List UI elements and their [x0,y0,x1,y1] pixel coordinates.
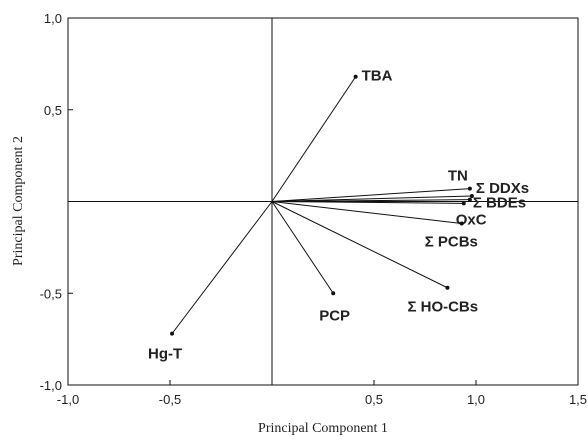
x-tick-label: -0,5 [159,392,181,407]
loading-point-tn [467,186,472,191]
y-axis-title: Principal Component 2 [11,136,26,266]
y-tick-label: -0,5 [40,286,62,301]
vector-label-tba: TBA [362,68,393,85]
loading-vector-ddxs [271,195,472,202]
vector-label-ho-cbs: Σ HO-CBs [407,299,478,316]
loading-point-pcbs [459,221,464,226]
vector-label-hg-t: Hg-T [148,346,182,363]
vector-label-pcp: PCP [319,307,350,324]
vector-label-bdes: Σ BDEs [473,195,526,212]
loading-point-oxc [461,201,466,206]
tick-layer: -1,0 -0,5 0,5 1,0 1,5 1,0 0,5 -0,5 -1,0 [40,11,587,407]
y-tick-label: 1,0 [44,11,62,26]
loading-vector-pcp [271,201,334,294]
loading-vector-bdes [271,199,470,202]
loading-point-ddxs [469,193,474,198]
loading-point-ho-cbs [445,285,450,290]
loading-vector-oxc [271,201,464,204]
vector-label-oxc: OxC [456,211,487,228]
loading-vector-tn [271,188,470,202]
x-tick-label: -1,0 [57,392,79,407]
vector-label-pcbs: Σ PCBs [425,234,478,251]
x-axis-title: Principal Component 1 [258,421,388,436]
loading-point-bdes [467,197,472,202]
loading-point-pcp [331,291,336,296]
x-tick-label: 1,5 [569,392,587,407]
y-tick-label: -1,0 [40,378,62,393]
x-tick-label: 1,0 [467,392,485,407]
loading-vector-tba [271,76,357,202]
vector-label-ddxs: Σ DDXs [476,180,529,197]
x-tick-label: 0,5 [365,392,383,407]
y-tick-label: 0,5 [44,103,62,118]
vector-label-tn: TN [448,168,468,185]
loading-vector-ho-cbs [271,201,448,289]
loading-vector-pcbs [271,201,462,225]
loading-vector-hg-t [171,201,273,334]
loading-point-tba [353,74,358,79]
loading-point-hg-t [170,331,175,336]
